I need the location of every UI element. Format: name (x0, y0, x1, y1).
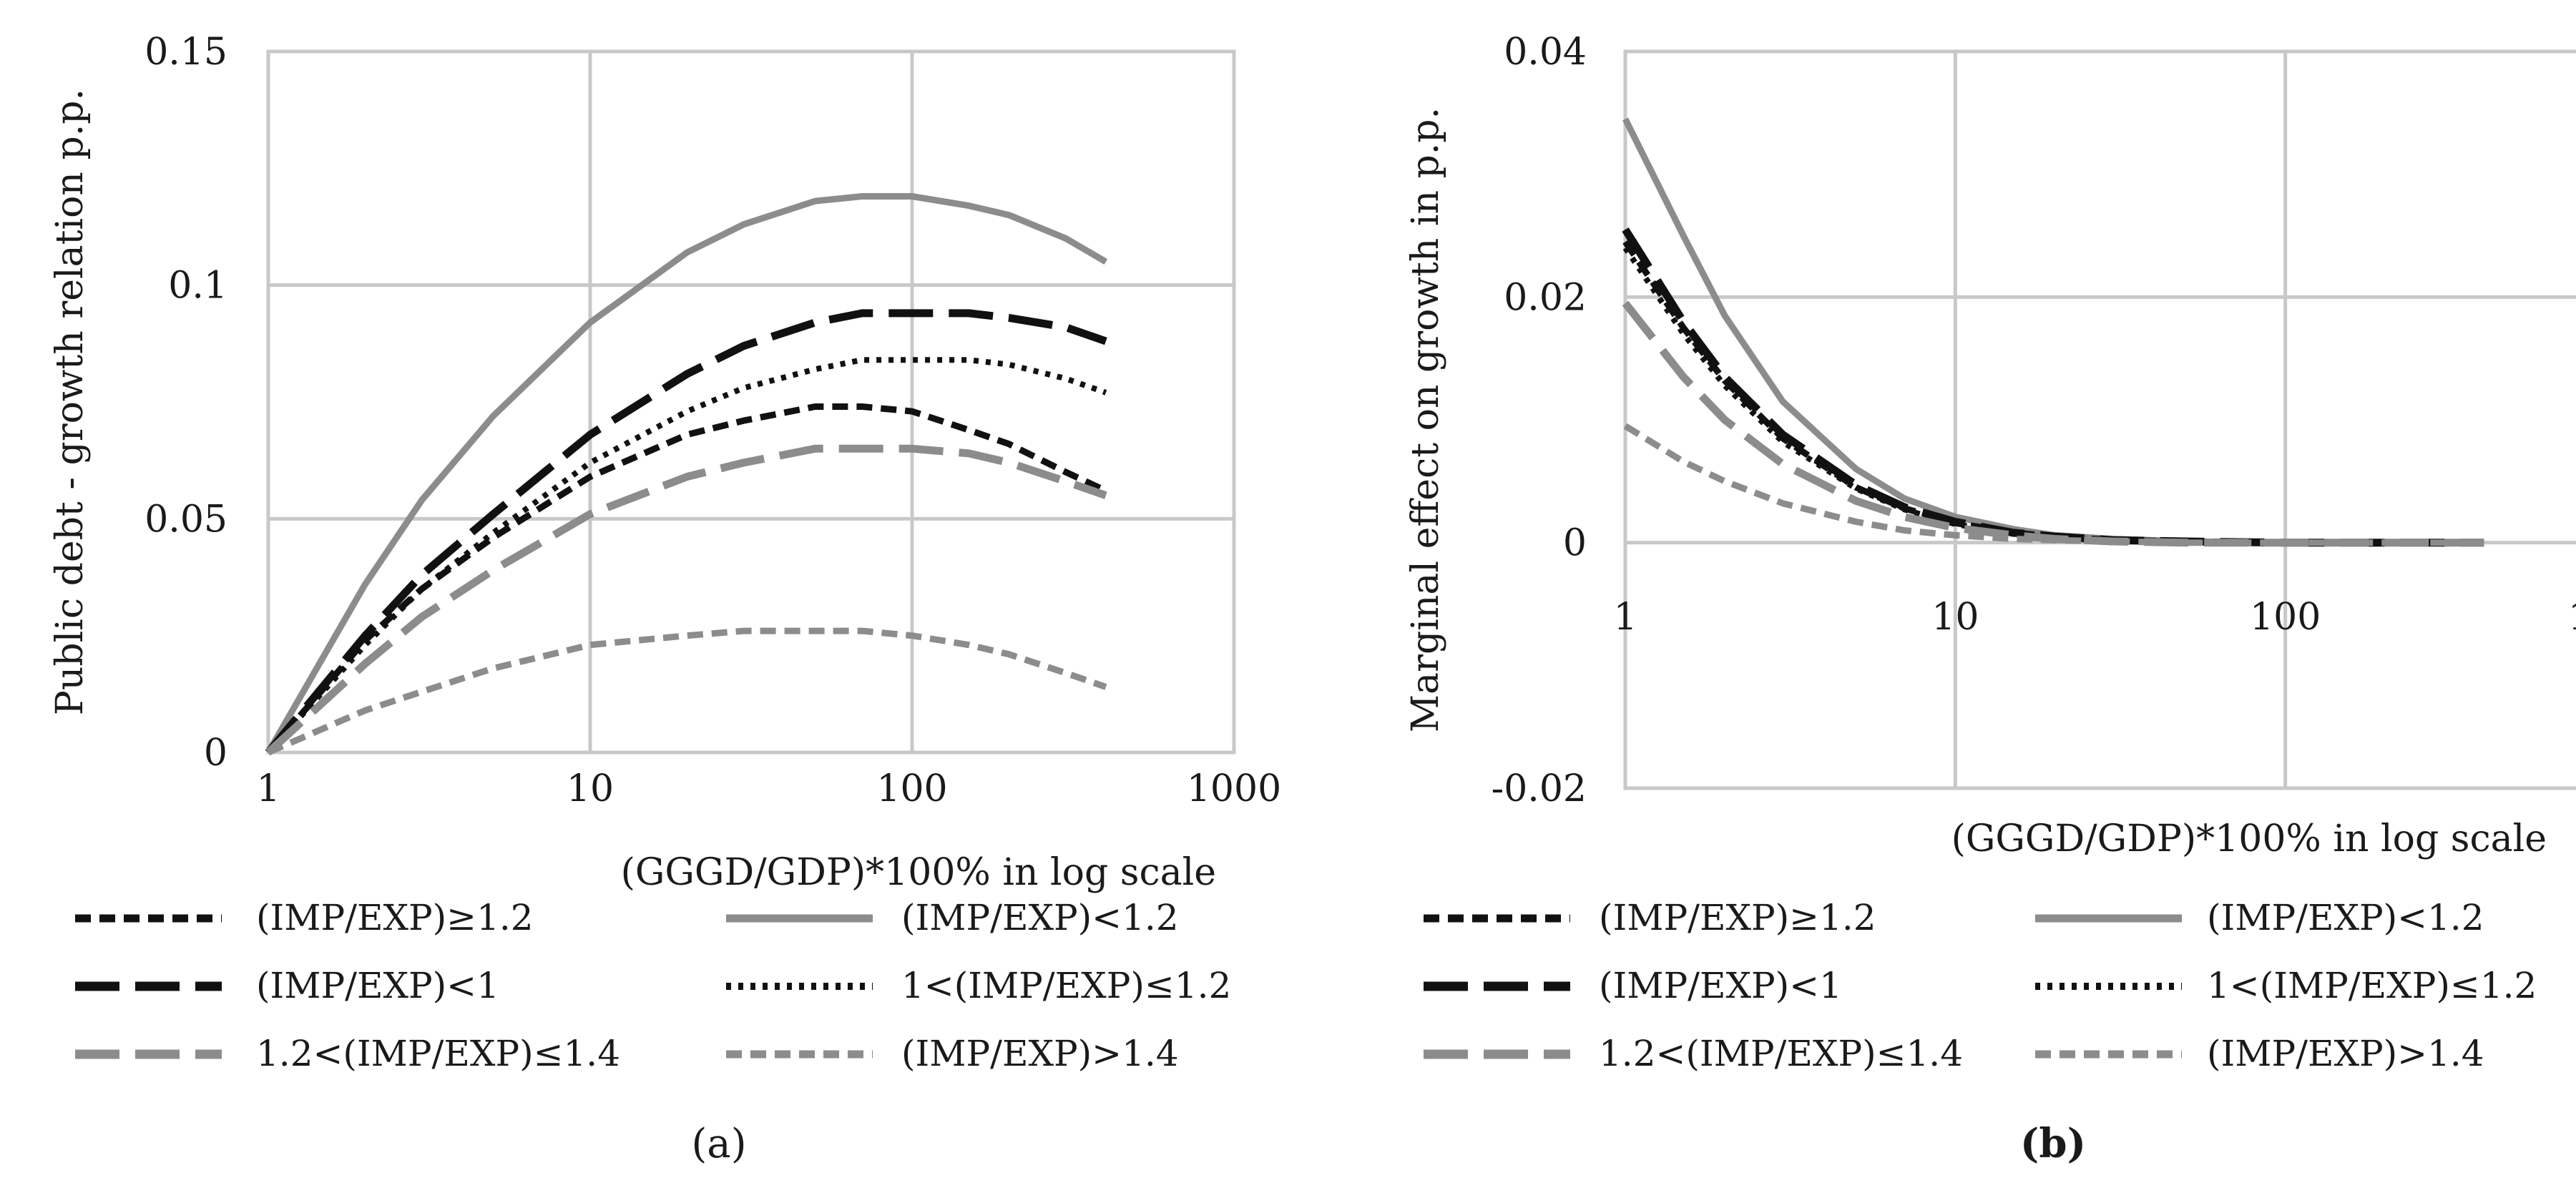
panel-a-legend-label-3: 1<(IMP/EXP)≤1.2 (901, 965, 1231, 1006)
panel-b-x-axis-title: (GGGD/GDP)*100% in log scale (1951, 818, 2547, 860)
panel-b-label: (b) (2020, 1120, 2086, 1167)
panel-a-y-tick-0: 0 (204, 732, 227, 775)
panel-b-x-tick-10: 10 (1931, 596, 1979, 639)
panel-b-legend: (IMP/EXP)≥1.2 (IMP/EXP)<1.2 (IMP/EXP)<1 1<(… (1424, 897, 2537, 1074)
panel-a-y-tick-0.1: 0.1 (168, 265, 227, 308)
panel-b-legend-label-4: 1.2<(IMP/EXP)≤1.4 (1599, 1033, 1963, 1074)
panel-a-label: (a) (691, 1121, 746, 1167)
panel-a-series (265, 193, 1108, 756)
panel-b-plot-area (1623, 49, 2576, 790)
panel-a-x-tick-labels: 1 10 100 1000 (256, 767, 1281, 810)
panel-b-legend-label-3: 1<(IMP/EXP)≤1.2 (2207, 965, 2537, 1006)
panel-b-x-tick-1000: 1000 (2568, 596, 2576, 639)
panel-b-chart: 1 10 100 1000 -0.02 0 0.02 0.04 (GGGD/GDP)*100… (1404, 31, 2576, 1167)
panel-b-x-tick-100: 100 (2250, 596, 2321, 639)
panel-a-chart: 1 10 100 1000 0 0.05 0.1 0.15 (GGGD/GDP)*100% … (49, 31, 1281, 1167)
panel-b-y-tick-0.02: 0.02 (1504, 276, 1587, 319)
panel-a-legend-label-5: (IMP/EXP)>1.4 (901, 1033, 1179, 1074)
panel-a-y-tick-0.15: 0.15 (145, 31, 227, 74)
panel-a-x-tick-1000: 1000 (1187, 767, 1281, 810)
panel-b-y-tick-labels: -0.02 0 0.02 0.04 (1492, 31, 1587, 810)
panel-a-y-axis-title: Public debt - growth relation p.p. (49, 89, 92, 715)
panel-b-legend-label-5: (IMP/EXP)>1.4 (2207, 1033, 2484, 1074)
panel-a-legend: (IMP/EXP)≥1.2 (IMP/EXP)<1.2 (IMP/EXP)<1 1<(… (75, 897, 1231, 1074)
panel-a-y-tick-labels: 0 0.05 0.1 0.15 (145, 31, 227, 775)
panel-a-series-line-imp-exp-1-4-5 (267, 627, 1107, 756)
panel-b-legend-label-1: (IMP/EXP)<1.2 (2207, 897, 2484, 938)
panel-a-x-tick-10: 10 (567, 767, 614, 810)
panel-b-y-tick--0.02: -0.02 (1492, 767, 1587, 810)
panel-b-series-line-imp-exp-1-4-5 (1623, 423, 2484, 546)
panel-a-series-line-1-2-imp-exp-1-4-4 (265, 444, 1107, 756)
panel-b-series (1622, 117, 2484, 547)
panel-a-legend-label-1: (IMP/EXP)<1.2 (901, 897, 1179, 938)
panel-a-series-line-1-imp-exp-1-2-3 (266, 357, 1107, 755)
panel-b-x-tick-labels: 1 10 100 1000 (1613, 596, 2576, 639)
panel-b-legend-label-2: (IMP/EXP)<1 (1599, 965, 1842, 1006)
panel-b-y-tick-0.04: 0.04 (1504, 31, 1587, 74)
panel-b-y-axis-title: Marginal effect on growth in p.p. (1404, 107, 1447, 732)
panel-b-legend-label-0: (IMP/EXP)≥1.2 (1599, 897, 1876, 938)
panel-b-y-tick-0: 0 (1563, 522, 1587, 565)
panel-b-series-line-imp-exp-1-2 (1622, 227, 2484, 547)
panel-a-legend-label-0: (IMP/EXP)≥1.2 (256, 897, 534, 938)
panel-a-series-line-imp-exp-1-2-1 (265, 193, 1108, 755)
panel-a-legend-label-4: 1.2<(IMP/EXP)≤1.4 (256, 1033, 620, 1074)
panel-a-legend-label-2: (IMP/EXP)<1 (256, 965, 499, 1006)
panel-a-y-tick-0.05: 0.05 (145, 498, 227, 541)
panel-a-series-line-imp-exp-1-2 (265, 309, 1107, 755)
panel-a-x-axis-title: (GGGD/GDP)*100% in log scale (621, 851, 1216, 894)
panel-a-x-tick-1: 1 (256, 767, 280, 810)
panel-b-x-tick-1: 1 (1613, 596, 1637, 639)
panel-a-plot-area (266, 49, 1236, 755)
panel-a-x-tick-100: 100 (876, 767, 947, 810)
panel-a-series-line-imp-exp-1-2-0 (265, 403, 1107, 755)
